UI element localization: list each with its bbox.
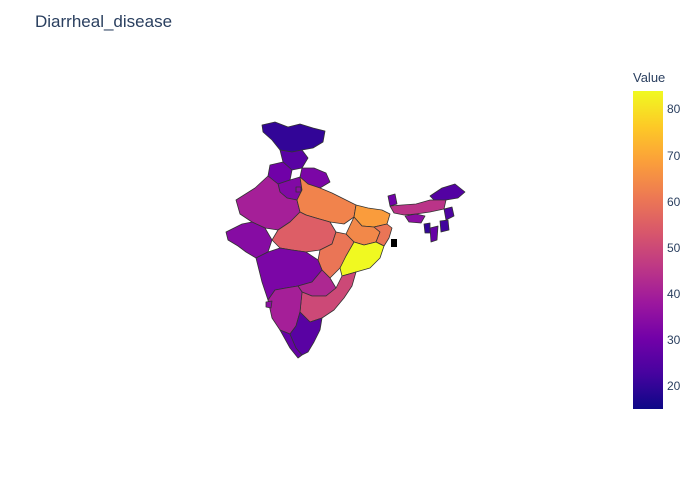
colorbar-tick-label: 70 — [667, 148, 681, 163]
state-meghalaya[interactable] — [404, 213, 426, 224]
state-jammu-kashmir[interactable] — [261, 121, 326, 153]
state-tamil-nadu[interactable] — [289, 311, 323, 356]
colorbar — [633, 91, 663, 409]
state-assam[interactable] — [389, 199, 447, 216]
colorbar-tick-label: 50 — [667, 240, 681, 255]
state-goa[interactable] — [265, 300, 273, 309]
state-arunachal-pradesh[interactable] — [429, 183, 466, 203]
small-territory-marker — [391, 239, 397, 247]
colorbar-title: Value — [633, 70, 666, 85]
state-uttar-pradesh[interactable] — [296, 176, 357, 225]
states-layer — [225, 121, 466, 359]
state-odisha[interactable] — [339, 241, 385, 277]
state-sikkim[interactable] — [387, 193, 398, 207]
state-mizoram[interactable] — [429, 225, 439, 243]
state-manipur[interactable] — [439, 219, 450, 233]
map-title: Diarrheal_disease — [35, 12, 173, 31]
colorbar-tick-label: 40 — [667, 286, 681, 301]
colorbar-tick-label: 60 — [667, 194, 681, 209]
colorbar-tick-label: 30 — [667, 332, 681, 347]
colorbar-tick-label: 20 — [667, 378, 681, 393]
state-delhi[interactable] — [295, 186, 302, 193]
india-choropleth-map — [225, 121, 466, 359]
colorbar-tick-label: 80 — [667, 102, 681, 117]
state-nagaland[interactable] — [443, 206, 455, 221]
state-west-bengal[interactable] — [373, 223, 393, 247]
state-tripura[interactable] — [423, 222, 431, 234]
